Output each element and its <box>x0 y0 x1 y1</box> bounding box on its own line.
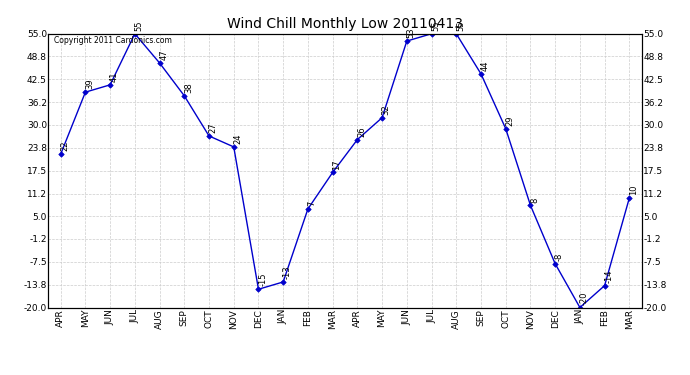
Text: 38: 38 <box>184 82 193 93</box>
Text: 26: 26 <box>357 126 366 137</box>
Text: 32: 32 <box>382 104 391 115</box>
Text: 27: 27 <box>208 123 217 133</box>
Title: Wind Chill Monthly Low 20110413: Wind Chill Monthly Low 20110413 <box>227 17 463 31</box>
Text: -15: -15 <box>258 273 267 286</box>
Text: 44: 44 <box>481 61 490 71</box>
Text: -8: -8 <box>555 252 564 261</box>
Text: 24: 24 <box>233 134 242 144</box>
Text: 55: 55 <box>431 21 440 31</box>
Text: 29: 29 <box>505 116 514 126</box>
Text: 17: 17 <box>333 159 342 170</box>
Text: -20: -20 <box>580 291 589 305</box>
Text: 41: 41 <box>110 72 119 82</box>
Text: 8: 8 <box>530 197 539 202</box>
Text: 39: 39 <box>85 79 94 89</box>
Text: -14: -14 <box>604 269 613 283</box>
Text: 7: 7 <box>308 201 317 206</box>
Text: 55: 55 <box>135 21 144 31</box>
Text: 10: 10 <box>629 185 638 195</box>
Text: 55: 55 <box>456 21 465 31</box>
Text: 53: 53 <box>406 28 415 38</box>
Text: 47: 47 <box>159 50 168 60</box>
Text: Copyright 2011 Cardonics.com: Copyright 2011 Cardonics.com <box>55 36 172 45</box>
Text: -13: -13 <box>283 266 292 279</box>
Text: 22: 22 <box>60 141 69 152</box>
